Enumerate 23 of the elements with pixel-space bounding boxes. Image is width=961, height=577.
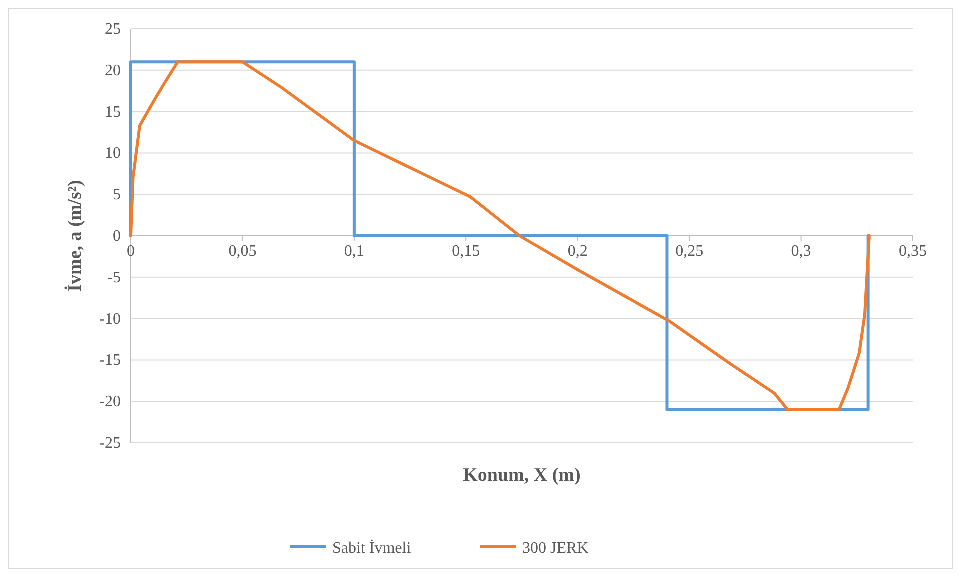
y-tick-label: 0 [113, 228, 121, 245]
x-tick-label: 0,3 [791, 243, 812, 260]
y-tick-label: -15 [100, 352, 121, 370]
x-tick-label: 0,15 [452, 243, 480, 260]
legend-label: 300 JERK [522, 540, 590, 557]
x-axis-title: Konum, X (m) [463, 465, 581, 486]
y-tick-label: -25 [100, 435, 121, 452]
y-axis-title: İvme, a (m/s²) [64, 180, 86, 292]
x-tick-label: 0,25 [676, 243, 704, 260]
x-tick-label: 0 [127, 243, 135, 260]
y-tick-label: 10 [105, 145, 121, 162]
legend-label: Sabit İvmeli [332, 539, 412, 557]
y-tick-label: -5 [108, 269, 121, 286]
x-tick-label: 0,2 [568, 243, 588, 260]
y-tick-label: 20 [105, 62, 121, 80]
y-tick-label: 15 [105, 104, 121, 121]
y-tick-label: -20 [100, 394, 121, 411]
y-tick-label: -10 [100, 310, 121, 328]
y-tick-label: 25 [105, 21, 121, 38]
y-tick-label: 5 [113, 186, 121, 204]
x-tick-label: 0,35 [899, 243, 927, 260]
x-tick-label: 0,1 [344, 243, 364, 260]
x-tick-label: 0,05 [228, 243, 257, 260]
